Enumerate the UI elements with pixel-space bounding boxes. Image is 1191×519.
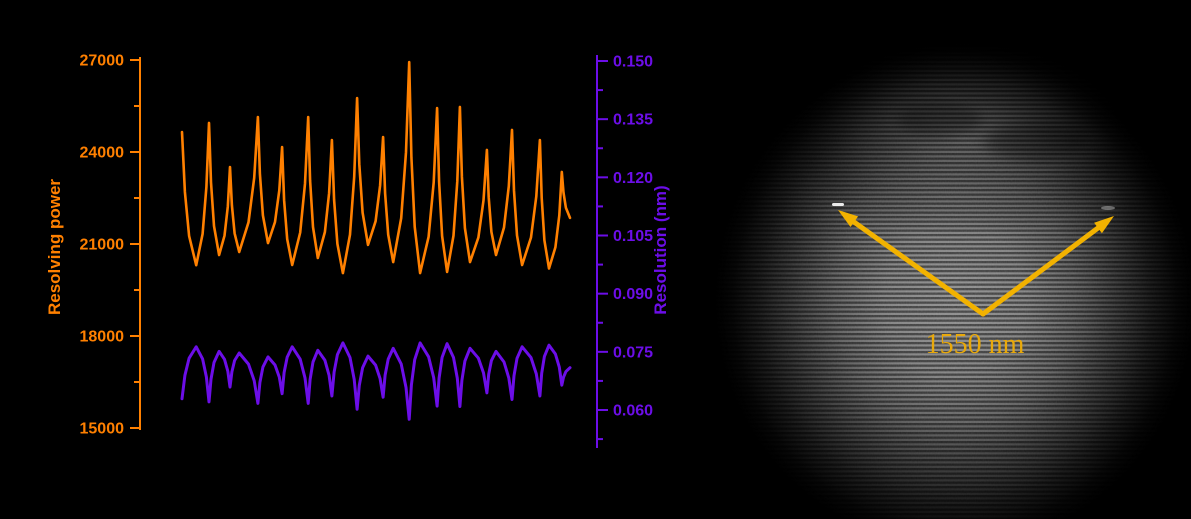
- left-arrow-head: [838, 210, 859, 227]
- right-axis-title: Resolution (nm): [651, 185, 670, 314]
- right-axis-tick-label: 0.135: [613, 112, 653, 129]
- bright-speck-left: [832, 203, 844, 206]
- wavelength-arrows: [838, 210, 1114, 317]
- right-arrow-shaft: [980, 225, 1101, 317]
- bright-speck-right: [1101, 206, 1115, 210]
- left-axis-tick-label: 27000: [80, 53, 125, 70]
- fringe-image-panel: 1550 nm: [705, 0, 1191, 519]
- right-axis-tick-label: 0.105: [613, 228, 653, 245]
- left-axis-tick-label: 18000: [80, 329, 125, 346]
- left-axis-tick-label: 24000: [80, 145, 125, 162]
- left-axis-tick-label: 15000: [80, 421, 125, 438]
- wavelength-label: 1550 nm: [926, 329, 1025, 360]
- left-arrow-shaft: [851, 219, 986, 317]
- right-axis-tick-label: 0.060: [613, 403, 653, 420]
- left-axis-tick-label: 21000: [80, 237, 125, 254]
- series-resolution: [180, 341, 572, 421]
- resolving-power-resolution-chart: 27000 24000 21000 18000 15000 Resolving power…: [45, 53, 670, 448]
- left-axis-title: Resolving power: [45, 179, 64, 315]
- right-axis-tick-label: 0.120: [613, 170, 653, 187]
- series-resolving-power: [180, 60, 572, 275]
- right-arrow-head: [1094, 216, 1114, 234]
- dark-blotches: [898, 104, 1085, 160]
- right-axis-tick-label: 0.150: [613, 54, 653, 71]
- speckle-noise: [705, 0, 1191, 519]
- right-axis-tick-label: 0.075: [613, 344, 653, 361]
- right-axis-tick-label: 0.090: [613, 286, 653, 303]
